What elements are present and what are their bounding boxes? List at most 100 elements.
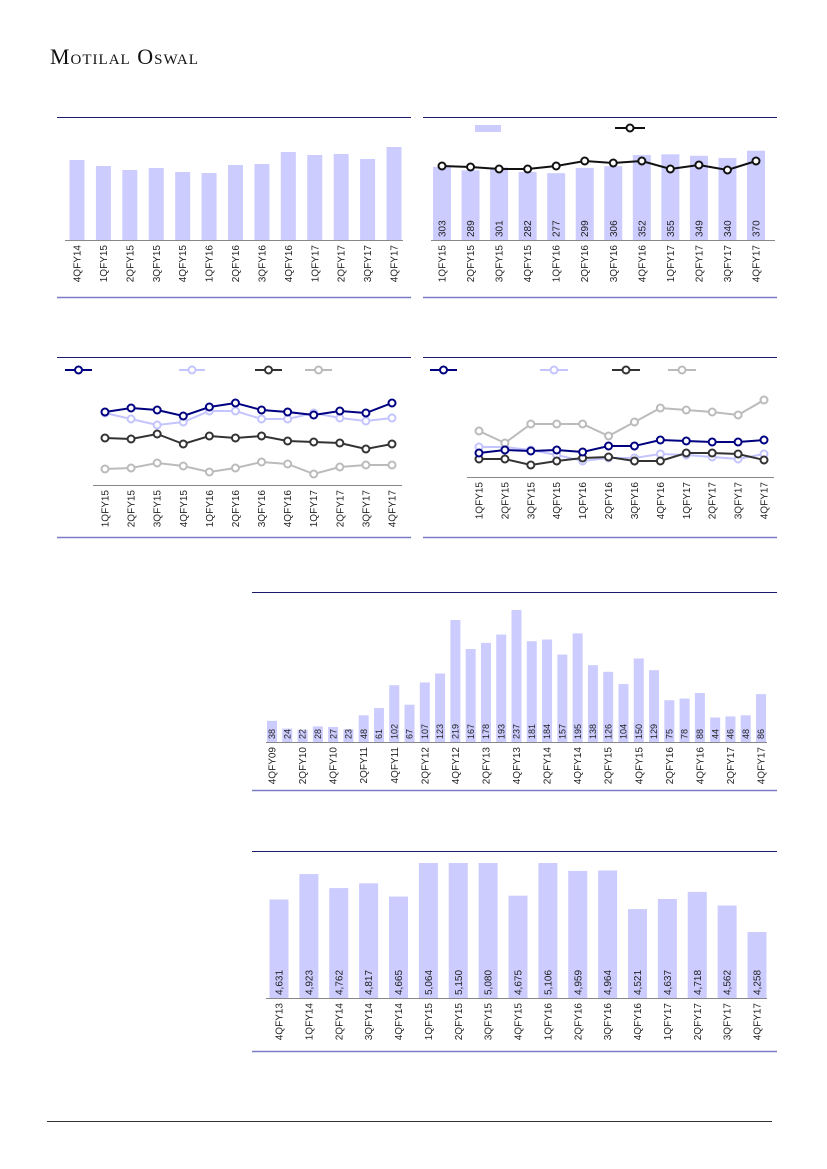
data-point: [751, 156, 761, 166]
data-point: [759, 455, 769, 465]
data-point: [257, 405, 267, 415]
bar-data-label: 277: [552, 220, 563, 237]
bar-data-label: 4,959: [573, 970, 584, 995]
legend-marker-icon: [439, 365, 448, 375]
x-tick-label: 1QFY16: [578, 482, 589, 520]
x-tick-label: 1QFY17: [682, 482, 693, 520]
bar: [280, 152, 296, 240]
bar: [694, 692, 705, 742]
data-point: [523, 164, 533, 174]
data-point: [204, 402, 214, 412]
bar-data-label: 167: [466, 724, 476, 739]
x-tick-label: 1QFY17: [666, 245, 677, 283]
bar: [328, 726, 339, 742]
x-tick-label: 3QFY17: [723, 1003, 734, 1041]
bar: [282, 728, 293, 742]
series-line: [441, 159, 757, 172]
data-point: [100, 464, 110, 474]
data-point: [437, 161, 447, 171]
bar-data-label: 22: [298, 729, 308, 739]
bar: [628, 909, 647, 998]
x-tick-label: 2QFY17: [708, 482, 719, 520]
bar: [598, 870, 618, 998]
bar: [496, 634, 507, 742]
x-tick-label: 4QFY17: [752, 245, 763, 283]
bar-data-label: 27: [328, 729, 338, 739]
bar: [547, 173, 566, 240]
bar: [267, 720, 277, 742]
x-tick-label: 4QFY12: [451, 747, 462, 785]
bar-data-label: 306: [609, 220, 620, 237]
bar-data-label: 370: [752, 220, 763, 237]
data-point: [100, 407, 110, 417]
bar-data-label: 129: [649, 724, 659, 739]
bar: [312, 726, 323, 742]
data-point: [230, 406, 240, 416]
data-point: [500, 438, 510, 448]
bar: [122, 170, 138, 240]
x-tick-label: 1QFY17: [309, 490, 320, 528]
data-point: [500, 454, 510, 464]
data-point: [309, 410, 319, 420]
bar: [386, 147, 402, 240]
x-tick-label: 1QFY15: [99, 245, 110, 283]
bar-data-label: 289: [466, 220, 477, 237]
bar: [69, 160, 85, 240]
bar: [710, 717, 721, 742]
bar: [538, 863, 558, 998]
bar: [254, 164, 270, 240]
data-point: [335, 462, 345, 472]
data-point: [178, 411, 188, 421]
bar: [747, 150, 765, 240]
data-point: [608, 158, 618, 168]
bar-data-label: 4,637: [663, 970, 674, 995]
x-tick-label: 1QFY16: [205, 245, 216, 283]
chart-1-bar: 4QFY14 1QFY15 2QFY15 3QFY15 4QFY15 1QFY16 2QFY…: [57, 117, 411, 299]
data-point: [474, 426, 484, 436]
bar: [618, 684, 629, 742]
bar: [359, 883, 379, 998]
data-point: [707, 437, 717, 447]
bar-data-label: 126: [603, 724, 613, 739]
bar-data-label: 138: [588, 724, 598, 739]
data-point: [387, 413, 397, 423]
x-tick-label: 4QFY09: [268, 747, 279, 785]
data-point: [230, 463, 240, 473]
bar: [687, 891, 707, 998]
x-tick-label: 2QFY15: [604, 747, 615, 785]
data-point: [629, 441, 639, 451]
bar: [228, 165, 243, 240]
bar: [461, 170, 480, 240]
bar-data-label: 303: [438, 220, 449, 237]
chart-6-bar: 4,631 4,923 4,762 4,817 4,665 5,064 5,150 5,080…: [252, 851, 777, 1053]
data-point: [655, 449, 665, 459]
data-point: [152, 429, 162, 439]
x-tick-label: 3QFY16: [257, 490, 268, 528]
bar-data-label: 38: [267, 729, 277, 739]
data-point: [335, 413, 345, 423]
bar-data-label: 5,080: [484, 970, 495, 995]
data-point: [552, 445, 562, 455]
data-point: [466, 162, 476, 172]
data-point: [361, 460, 371, 470]
bar: [526, 641, 537, 742]
data-point: [759, 435, 769, 445]
data-point: [681, 436, 691, 446]
x-tick-label: 3QFY17: [723, 245, 734, 283]
data-point: [126, 403, 136, 413]
chart-3-line: 1QFY15 2QFY15 3QFY15 4QFY15 1QFY16 2QFY16 3QFY…: [57, 357, 411, 539]
x-tick-label: 3QFY16: [609, 245, 620, 283]
bar: [419, 682, 430, 742]
data-point: [230, 433, 240, 443]
bar: [389, 685, 400, 742]
legend-marker-icon: [625, 123, 635, 133]
bar: [299, 874, 319, 998]
x-tick-label: 4QFY17: [757, 747, 768, 785]
bar: [478, 863, 498, 998]
bar: [689, 155, 708, 240]
data-point: [551, 161, 561, 171]
x-tick-label: 2QFY10: [298, 747, 309, 785]
data-point: [494, 164, 504, 174]
x-tick-label: 2QFY17: [693, 1003, 704, 1041]
bar-data-label: 282: [523, 220, 534, 237]
